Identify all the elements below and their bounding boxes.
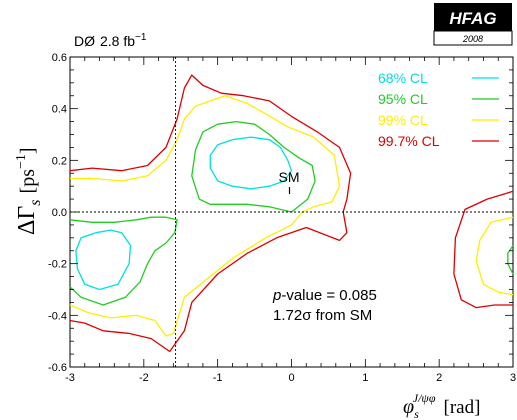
experiment-label: DØ 2.8 fb−1 [74, 32, 147, 49]
y-tick-label: 0.4 [52, 104, 67, 116]
legend-label: 99% CL [378, 112, 428, 128]
x-tick-label: -1 [213, 372, 223, 384]
y-tick-label: 0.6 [52, 52, 67, 64]
y-tick-label: -0.4 [48, 310, 67, 322]
legend: 68% CL 95% CL 99% CL 99.7% CL [378, 70, 499, 149]
contour-95-clcl-0 [191, 120, 316, 213]
sigma-annotation: 1.72σ from SM [273, 307, 372, 324]
contour-99-clcl-1 [475, 216, 514, 296]
y-axis-label: ΔΓs[ps−1] [14, 147, 44, 235]
x-tick-label: 2 [436, 372, 442, 384]
x-axis-label: φsJ/ψφ [rad] [403, 391, 480, 420]
tick-labels: -3 -2 -1 0 1 2 3 -0.6 -0.4 -0.2 0.0 0.2 0.4 0.6 [48, 52, 516, 384]
contour-99-clcl-0 [69, 95, 341, 337]
x-tick-label: -3 [65, 372, 75, 384]
x-tick-label: 3 [510, 372, 516, 384]
sm-marker: SM [279, 169, 300, 195]
legend-label: 95% CL [378, 91, 428, 107]
contour-95-clcl-2 [507, 245, 514, 275]
x-tick-label: 0 [288, 372, 294, 384]
axis-ticks [69, 56, 514, 368]
x-tick-label: 1 [362, 372, 368, 384]
contour-95-clcl-1 [69, 216, 178, 306]
x-tick-label: -2 [139, 372, 149, 384]
contour-68-clcl-0 [209, 136, 293, 190]
reference-lines [70, 57, 513, 367]
legend-label: 68% CL [378, 70, 428, 86]
contour-99-7-clcl-1 [453, 190, 514, 309]
contours [69, 74, 514, 353]
y-tick-label: 0.0 [52, 207, 67, 219]
sm-label: SM [279, 169, 300, 185]
legend-label: 99.7% CL [378, 133, 440, 149]
pvalue-annotation: p-value = 0.085 [272, 287, 377, 304]
y-tick-label: -0.2 [48, 259, 67, 271]
contour-99-7-clcl-0 [69, 74, 352, 353]
logo-year: 2008 [462, 34, 483, 44]
logo-text: HFAG [449, 9, 496, 28]
contour-68-clcl-1 [75, 229, 132, 291]
y-tick-label: -0.6 [48, 362, 67, 374]
y-tick-label: 0.2 [52, 155, 67, 167]
hfag-logo: HFAG 2008 [433, 3, 513, 46]
